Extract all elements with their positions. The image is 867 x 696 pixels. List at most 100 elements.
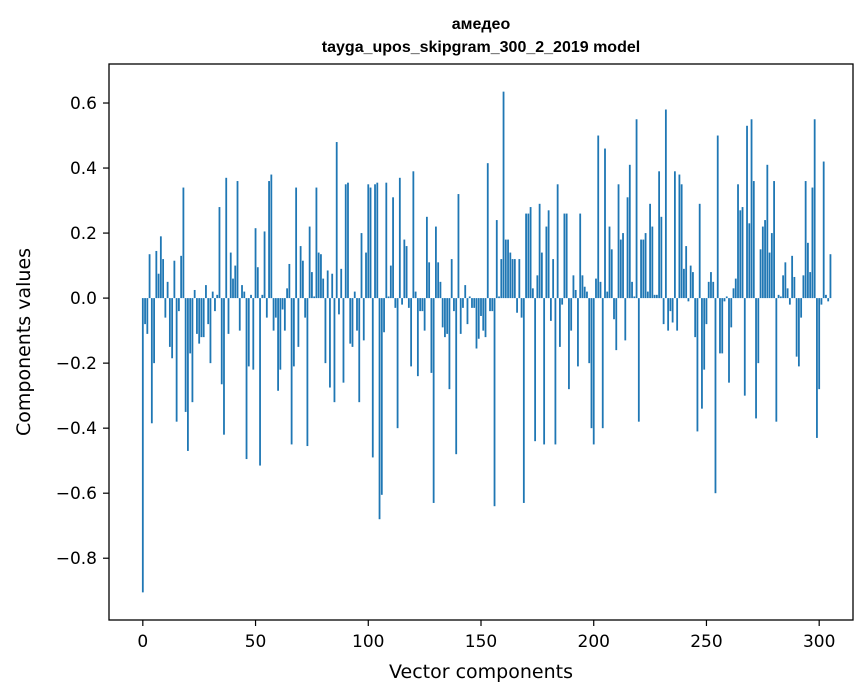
bar-71: [301, 260, 304, 299]
bar-57: [270, 174, 273, 299]
bar-263: [734, 278, 737, 299]
bar-244: [692, 272, 694, 299]
bar-201: [595, 278, 597, 299]
bar-15: [175, 298, 178, 422]
bar-63: [283, 298, 286, 331]
bar-179: [545, 226, 548, 299]
bar-220: [637, 298, 640, 422]
bar-159: [500, 259, 503, 299]
bar-254: [714, 298, 717, 494]
bar-186: [561, 298, 564, 305]
bar-90: [344, 184, 347, 299]
bar-31: [211, 291, 214, 299]
y-tick-label: −0.8: [56, 549, 97, 569]
bar-282: [777, 294, 780, 299]
bar-270: [750, 119, 753, 299]
bar-35: [220, 298, 223, 385]
bar-239: [680, 184, 683, 299]
bar-136: [448, 298, 451, 390]
bar-146: [471, 298, 473, 308]
bar-180: [547, 210, 550, 299]
bar-154: [489, 298, 491, 312]
bar-55: [265, 298, 268, 318]
bar-160: [502, 91, 505, 299]
bar-243: [689, 265, 692, 299]
bar-110: [389, 265, 392, 299]
bar-84: [331, 273, 334, 299]
bar-174: [534, 298, 537, 442]
bar-171: [527, 213, 530, 299]
bar-249: [703, 298, 706, 370]
bar-34: [218, 207, 221, 299]
bar-275: [761, 226, 764, 299]
bar-241: [685, 246, 688, 299]
bar-23: [193, 289, 196, 299]
bar-19: [184, 298, 187, 412]
bar-28: [205, 285, 207, 299]
bar-276: [764, 220, 766, 299]
bar-54: [263, 231, 266, 299]
bar-22: [191, 298, 194, 403]
bar-236: [673, 171, 676, 299]
bar-113: [396, 298, 399, 429]
bar-168: [520, 298, 523, 318]
bar-287: [788, 298, 791, 305]
bar-225: [649, 203, 651, 299]
bar-246: [696, 298, 699, 432]
bar-203: [599, 281, 602, 299]
bar-45: [243, 291, 246, 299]
bar-20: [187, 298, 189, 451]
x-tick-label: 100: [352, 632, 384, 652]
bar-72: [304, 298, 307, 318]
bar-104: [376, 182, 379, 299]
bar-56: [268, 181, 270, 299]
bar-184: [556, 184, 559, 299]
bar-52: [259, 298, 261, 466]
bar-79: [320, 254, 322, 299]
bar-143: [464, 285, 467, 299]
bar-61: [279, 298, 282, 370]
bar-43: [238, 298, 241, 331]
bar-30: [209, 298, 212, 364]
bar-178: [543, 298, 546, 445]
bar-141: [459, 298, 462, 334]
bar-58: [272, 298, 275, 331]
bar-248: [701, 298, 703, 409]
bar-182: [552, 259, 555, 299]
bar-151: [482, 298, 485, 331]
bar-260: [728, 298, 730, 383]
bar-259: [725, 296, 728, 299]
bar-94: [353, 291, 356, 299]
y-tick-label: 0.6: [70, 94, 97, 114]
bar-101: [369, 187, 372, 299]
bar-144: [466, 298, 469, 325]
bar-300: [818, 298, 821, 390]
bar-202: [597, 135, 600, 299]
bar-96: [358, 298, 361, 403]
bar-120: [412, 171, 415, 299]
bar-256: [719, 298, 721, 354]
bar-125: [423, 298, 426, 331]
bar-224: [646, 291, 649, 299]
bar-240: [683, 268, 685, 299]
bar-286: [786, 288, 789, 299]
bar-173: [531, 288, 534, 299]
bar-295: [807, 242, 809, 299]
bar-196: [583, 286, 586, 299]
bar-142: [462, 298, 464, 308]
bar-212: [619, 239, 622, 299]
bar-1: [144, 298, 146, 325]
bar-137: [450, 259, 453, 299]
bar-237: [676, 298, 679, 331]
x-tick-label: 200: [578, 632, 610, 652]
bar-293: [802, 275, 805, 299]
x-tick-label: 300: [803, 632, 835, 652]
bar-279: [770, 233, 773, 299]
bar-16: [177, 298, 180, 312]
bar-206: [606, 291, 609, 299]
bar-27: [202, 298, 205, 338]
chart-title: амедео: [452, 16, 511, 33]
chart-subtitle: tayga_upos_skipgram_300_2_2019 model: [322, 39, 640, 56]
bar-297: [811, 187, 814, 299]
